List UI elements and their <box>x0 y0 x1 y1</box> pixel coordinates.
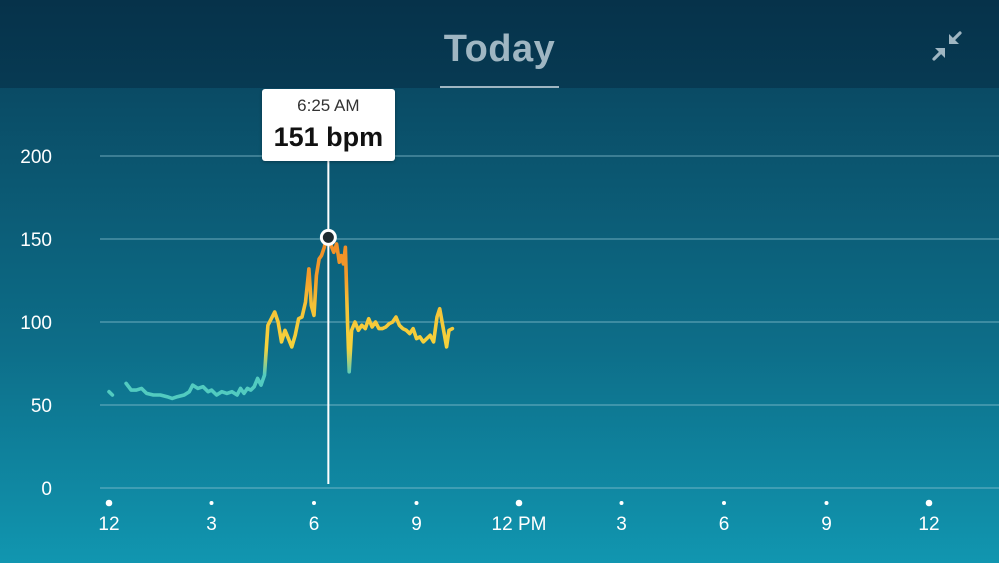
tooltip: 6:25 AM 151 bpm <box>261 89 395 161</box>
x-tick-label: 6 <box>309 514 320 535</box>
x-tick-dot <box>925 499 933 507</box>
x-tick-dot <box>515 499 523 507</box>
y-tick-label: 100 <box>20 313 52 334</box>
x-tick-dot <box>414 501 419 505</box>
x-tick-label: 12 PM <box>492 514 547 535</box>
tooltip-value: 151 bpm <box>273 122 384 152</box>
y-tick-label: 150 <box>20 230 52 251</box>
x-tick-dot <box>619 501 624 505</box>
x-tick-dot <box>824 501 829 505</box>
page-title[interactable]: Today <box>443 28 556 70</box>
x-tick-label: 12 <box>98 514 119 535</box>
highlight-point[interactable] <box>322 231 334 243</box>
heart-rate-series-line-0 <box>107 389 115 397</box>
x-tick-label: 6 <box>719 514 730 535</box>
heart-rate-series-line-1 <box>124 235 455 401</box>
y-tick-label: 0 <box>41 479 52 500</box>
x-tick-label: 9 <box>411 514 422 535</box>
y-tick-label: 200 <box>20 147 52 168</box>
tooltip-time: 6:25 AM <box>297 96 360 115</box>
collapse-arrows-icon[interactable] <box>929 28 965 64</box>
x-tick-dot <box>209 501 214 505</box>
x-tick-label: 12 <box>918 514 939 535</box>
header-bar: Today <box>0 0 999 88</box>
x-tick-dot <box>722 501 726 505</box>
x-tick-dot <box>312 501 316 505</box>
y-tick-label: 50 <box>31 396 52 417</box>
x-tick-label: 3 <box>616 514 627 535</box>
x-tick-label: 3 <box>206 514 217 535</box>
title-underline <box>440 86 559 88</box>
x-tick-label: 9 <box>821 514 832 535</box>
x-tick-dot <box>105 499 113 507</box>
